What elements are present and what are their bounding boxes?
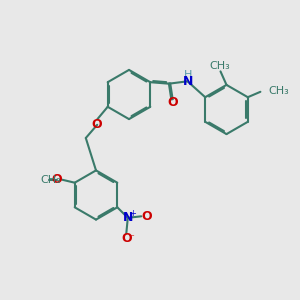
- Text: H: H: [184, 70, 192, 80]
- Text: CH₃: CH₃: [209, 61, 230, 71]
- Text: O: O: [141, 210, 152, 223]
- Text: +: +: [129, 209, 136, 218]
- Text: O: O: [51, 173, 62, 186]
- Text: N: N: [123, 211, 133, 224]
- Text: O: O: [92, 118, 102, 131]
- Text: ⁻: ⁻: [128, 233, 134, 243]
- Text: O: O: [167, 96, 178, 110]
- Text: N: N: [183, 75, 193, 88]
- Text: CH₃: CH₃: [268, 86, 289, 96]
- Text: CH₃: CH₃: [40, 175, 61, 185]
- Text: O: O: [121, 232, 132, 245]
